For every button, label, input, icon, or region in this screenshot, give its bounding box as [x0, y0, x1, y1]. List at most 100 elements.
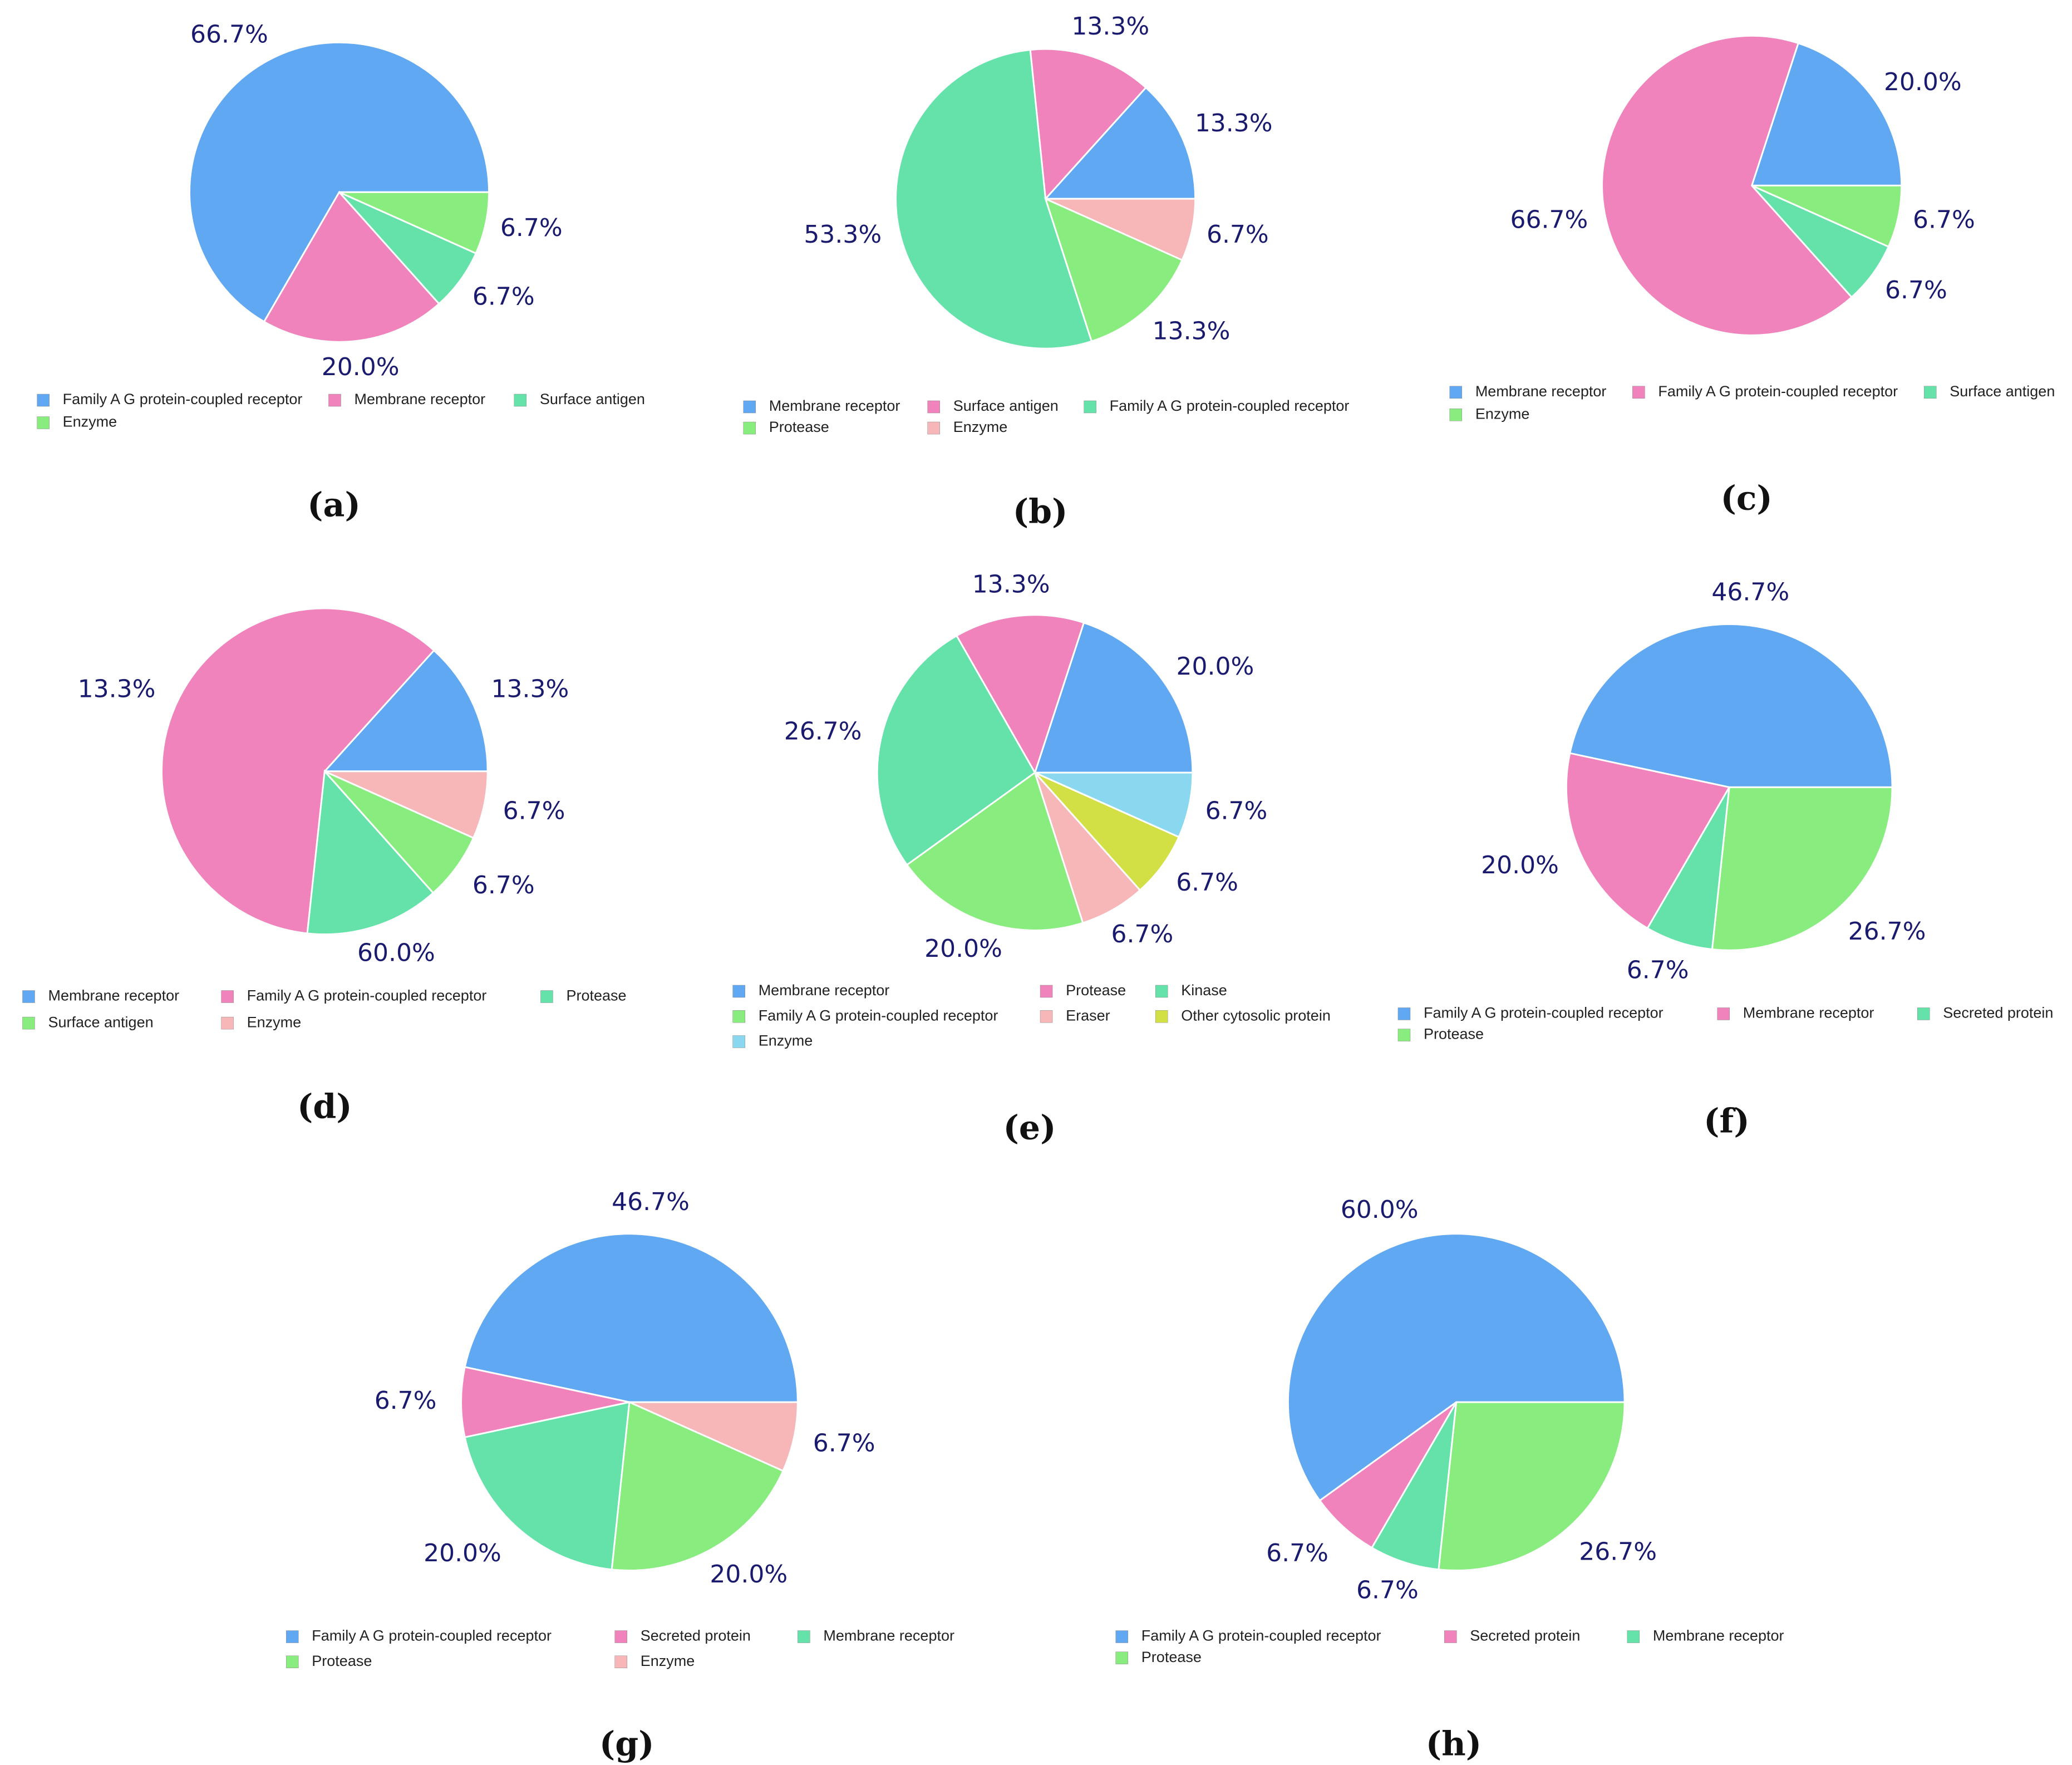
pie-slice-surface-antigen	[1029, 48, 1148, 201]
legend-swatch	[514, 394, 527, 407]
legend-label: Membrane receptor	[823, 1628, 954, 1644]
pie-slice-membrane-receptor	[1370, 1402, 1458, 1571]
legend-label: Protease	[1141, 1649, 1202, 1665]
legend-swatch	[1444, 1630, 1457, 1643]
pie-slice-enzyme	[1751, 184, 1903, 248]
pie-slice-membrane-receptor	[464, 1401, 631, 1571]
legend-swatch	[286, 1630, 299, 1643]
legend-swatch	[37, 394, 50, 407]
pie-slice-label: 6.7%	[375, 1387, 437, 1415]
pie-slice-label: 20.0%	[924, 935, 1002, 963]
legend-label: Protease	[566, 987, 626, 1004]
pie-slice-family-a-g-protein-coupled-receptor	[895, 48, 1093, 350]
legend-swatch	[1155, 985, 1168, 998]
legend-swatch	[1084, 400, 1096, 414]
pie-slice-label: 20.0%	[1481, 851, 1559, 879]
pie-slice-enzyme	[629, 1401, 799, 1472]
legend-label: Protease	[1424, 1026, 1484, 1043]
pie-slice-secreted-protein	[1646, 786, 1730, 951]
legend-swatch	[221, 1016, 234, 1030]
legend-label: Protease	[312, 1653, 372, 1669]
pie-slice-protease	[1044, 197, 1184, 343]
pie-slice-surface-antigen	[324, 770, 475, 894]
pie-slice-label: 13.3%	[78, 675, 156, 704]
pie-slice-protease	[306, 769, 435, 936]
legend-label: Family A G protein-coupled receptor	[1110, 397, 1350, 414]
legend-label: Membrane receptor	[769, 397, 900, 414]
legend-label: Membrane receptor	[1475, 383, 1607, 400]
legend-label: Family A G protein-coupled receptor	[1658, 383, 1898, 400]
pie-slice-secreted-protein	[460, 1366, 630, 1439]
legend-swatch	[1449, 409, 1463, 421]
legend-label: Kinase	[1181, 982, 1227, 999]
pie-slice-other-cytosolic-protein	[1034, 771, 1180, 892]
legend-swatch	[614, 1630, 628, 1643]
pie-panel-h: 60.0% 6.7% 6.7% 26.7% Family A G protein-cou…	[1115, 1196, 1784, 1764]
pie-slice-protease	[1711, 786, 1893, 951]
pie-slice-label: 20.0%	[1884, 68, 1962, 96]
pie-slice-membrane-receptor	[1750, 42, 1903, 186]
pie-slice-enzyme	[1045, 198, 1197, 262]
pie-slice-enzyme	[1034, 771, 1194, 838]
legend-swatch	[1449, 386, 1463, 399]
pie-slice-label: 6.7%	[1176, 868, 1238, 897]
pie-slice-label: 60.0%	[1341, 1196, 1419, 1224]
legend-label: Surface antigen	[540, 391, 645, 407]
pie-slice-enzyme	[324, 770, 489, 839]
pie-slice-label: 6.7%	[500, 214, 563, 242]
pie-slice-label: 6.7%	[1913, 206, 1975, 234]
pie-slice-label: 46.7%	[612, 1188, 690, 1216]
legend-label: Secreted protein	[641, 1628, 751, 1644]
pie-slice-label: 13.3%	[1071, 12, 1149, 41]
legend-label: Protease	[1066, 982, 1126, 999]
pie-slice-membrane-receptor	[263, 190, 441, 343]
pie-slice-label: 26.7%	[1579, 1538, 1657, 1566]
legend-swatch	[22, 1016, 35, 1030]
legend-label: Secreted protein	[1470, 1628, 1580, 1644]
pie-slice-label: 13.3%	[1153, 317, 1231, 346]
legend-label: Secreted protein	[1943, 1005, 2053, 1021]
legend-swatch	[743, 421, 756, 435]
pie-slice-label: 60.0%	[357, 938, 435, 967]
pie-slice-enzyme	[338, 191, 490, 255]
legend-swatch	[927, 421, 940, 435]
pie-panel-d: 13.3% 60.0% 13.3% 6.7% 6.7% Membrane receptor…	[22, 607, 627, 1126]
panel-label: (g)	[599, 1725, 654, 1764]
legend-label: Membrane receptor	[354, 391, 485, 407]
legend-label: Family A G protein-coupled receptor	[1141, 1628, 1381, 1644]
legend-label: Surface antigen	[1950, 383, 2055, 400]
panel-label: (a)	[307, 485, 361, 524]
pie-slice-secreted-protein	[1318, 1401, 1458, 1549]
legend-label: Family A G protein-coupled receptor	[759, 1007, 998, 1024]
pie-slice-label: 6.7%	[1885, 276, 1947, 304]
legend-swatch	[1115, 1630, 1129, 1643]
pie-slice-label: 20.0%	[1176, 652, 1254, 681]
legend-swatch	[1632, 386, 1645, 399]
legend-swatch	[1155, 1010, 1168, 1023]
pie-slice-label: 46.7%	[1711, 578, 1789, 607]
pie-slice-family-a-g-protein-coupled-receptor	[161, 607, 435, 935]
pie-panel-c: 20.0% 66.7% 6.7% 6.7% Membrane receptor Famil…	[1449, 35, 2055, 518]
legend-label: Enzyme	[641, 1653, 695, 1669]
legend-label: Surface antigen	[953, 397, 1059, 414]
pie-slice-surface-antigen	[338, 191, 478, 305]
legend-swatch	[927, 400, 940, 414]
legend-swatch	[221, 990, 234, 1003]
pie-slice-membrane-receptor	[1044, 86, 1197, 200]
legend-label: Other cytosolic protein	[1181, 1007, 1331, 1024]
pie-panel-e: 20.0%13.3%26.7%20.0%6.7%6.7%6.7%Membrane…	[732, 570, 1331, 1147]
pie-slice-eraser	[1034, 772, 1141, 924]
legend-swatch	[37, 416, 50, 429]
pie-slice-family-a-g-protein-coupled-receptor	[1601, 35, 1853, 336]
legend-swatch	[1923, 386, 1937, 399]
pie-slice-label: 20.0%	[710, 1560, 788, 1589]
pie-slice-label: 13.3%	[1195, 109, 1273, 137]
legend-swatch	[1115, 1651, 1129, 1664]
pie-slice-label: 6.7%	[1266, 1539, 1328, 1567]
legend-swatch	[732, 985, 745, 998]
legend-swatch	[286, 1655, 299, 1669]
pie-slice-membrane-receptor	[1565, 752, 1731, 930]
pie-panel-b: 13.3% 13.3% 53.3% 13.3% 6.7% Membrane recepto…	[743, 12, 1350, 531]
legend-label: Family A G protein-coupled receptor	[63, 391, 303, 407]
